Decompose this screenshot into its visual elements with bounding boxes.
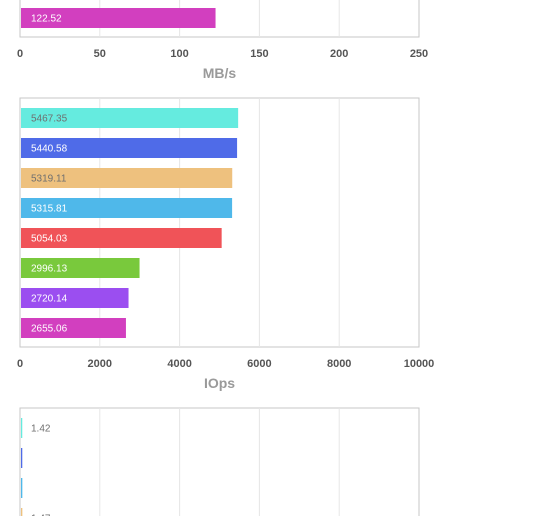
bar: [21, 138, 238, 158]
x-tick-label: 0: [17, 358, 23, 370]
bar: [21, 198, 233, 218]
x-tick-label: 8000: [327, 358, 351, 370]
x-tick-label: 50: [94, 48, 106, 60]
bar-value-label: 1.43: [31, 454, 51, 465]
x-tick-label: 4000: [167, 358, 191, 370]
chart-2: 5467.35 5440.58 5319.11 5315.81 5054.03 2996.…: [17, 97, 435, 391]
bar-value-label: 1.47: [31, 514, 51, 516]
x-axis-title: IOps: [204, 375, 235, 391]
bar-value-label: 1.46: [31, 484, 51, 495]
bar-value-label: 122.52: [31, 14, 62, 25]
bar: [21, 258, 140, 278]
bar-value-label: 5319.11: [31, 174, 67, 185]
bar-value-label: 2996.13: [31, 264, 68, 275]
x-tick-label: 0: [17, 48, 23, 60]
bar-value-label: 2655.06: [31, 324, 68, 335]
plot-area: [19, 97, 420, 348]
chart-3: 1.42 1.43 1.46 1.47: [19, 407, 420, 516]
x-axis-title: MB/s: [203, 65, 237, 81]
bar: [21, 318, 126, 338]
x-tick-label: 2000: [88, 358, 112, 370]
bar: [21, 108, 239, 128]
bar-value-label: 1.42: [31, 424, 51, 435]
bar: [21, 418, 23, 438]
x-tick-label: 250: [410, 48, 428, 60]
bar: [21, 508, 23, 516]
bar-value-label: 2720.14: [31, 294, 68, 305]
bar-value-label: 5315.81: [31, 204, 68, 215]
bar-value-label: 5054.03: [31, 234, 68, 245]
x-tick-label: 200: [330, 48, 348, 60]
bar: [21, 8, 216, 28]
plot-area: [19, 407, 420, 516]
x-tick-label: 100: [170, 48, 188, 60]
x-tick-label: 6000: [247, 358, 271, 370]
bar: [21, 168, 233, 188]
bar: [21, 448, 23, 468]
bar-value-label: 5440.58: [31, 144, 68, 155]
bar: [21, 288, 129, 308]
chart-1: 122.52 0 50 100 150 200 250 MB/s: [17, 0, 428, 81]
bar: [21, 478, 23, 498]
x-tick-label: 150: [250, 48, 268, 60]
bar-value-label: 5467.35: [31, 114, 68, 125]
bar: [21, 228, 222, 248]
x-tick-label: 10000: [404, 358, 435, 370]
